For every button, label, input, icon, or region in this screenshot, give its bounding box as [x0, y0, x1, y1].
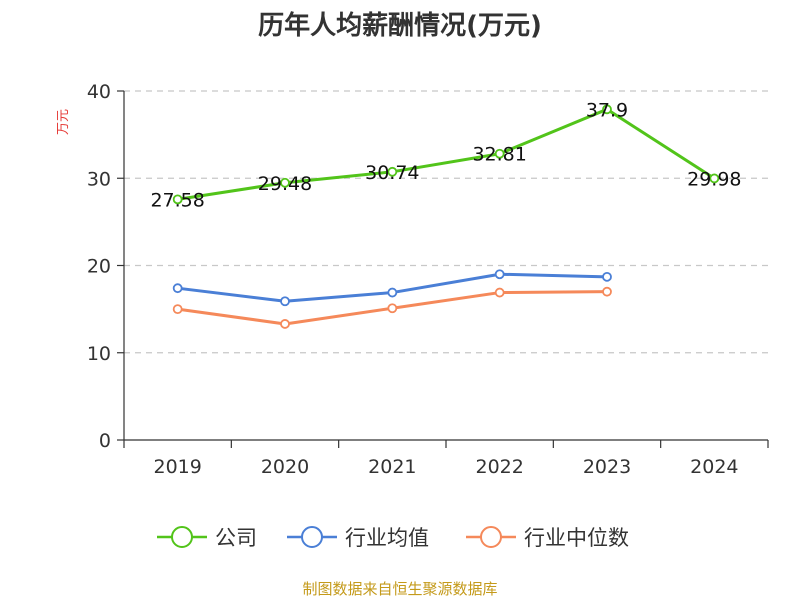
x-tick-label: 2020 [261, 456, 309, 478]
legend-item[interactable]: 公司 [157, 526, 257, 550]
data-point[interactable] [494, 269, 505, 280]
series-group [172, 104, 720, 329]
data-label: 27.58 [150, 189, 204, 211]
series-line [177, 107, 716, 201]
y-tick-label: 20 [87, 256, 111, 278]
data-point[interactable] [387, 166, 398, 177]
data-point[interactable] [280, 177, 290, 188]
data-point[interactable] [494, 148, 505, 159]
data-point[interactable] [387, 287, 398, 298]
legend-item[interactable]: 行业中位数 [466, 526, 629, 550]
x-tick-label: 2023 [583, 456, 631, 478]
data-labels: 27.58 29.48 30.74 32.81 37.9 29.98 [150, 99, 741, 211]
data-point[interactable] [494, 287, 505, 298]
legend-item[interactable]: 行业均值 [287, 526, 429, 550]
legend-marker [480, 526, 502, 548]
x-tick-label: 2022 [475, 456, 523, 478]
data-point[interactable] [172, 283, 183, 294]
data-label: 30.74 [365, 162, 419, 184]
x-tick-label: 2024 [690, 456, 738, 478]
legend-marker [301, 526, 323, 548]
y-tick-label: 10 [87, 343, 111, 365]
grid-lines [124, 90, 768, 354]
source-note: 制图数据来自恒生聚源数据库 [302, 580, 497, 598]
data-point[interactable] [172, 304, 183, 315]
data-label: 29.98 [687, 168, 741, 190]
data-point[interactable] [280, 319, 290, 329]
data-label: 37.9 [586, 99, 628, 121]
legend-label: 公司 [215, 526, 257, 550]
data-label: 32.81 [472, 144, 526, 166]
y-axis-unit-label: 万元 [56, 109, 71, 135]
data-point[interactable] [602, 104, 612, 115]
x-tick-label: 2021 [368, 456, 416, 478]
legend-label: 行业均值 [345, 526, 429, 550]
y-tick-label: 30 [87, 168, 111, 190]
axes: 0 10 20 30 40 2019 2020 2021 2022 2023 2024 [87, 81, 769, 478]
legend-label: 行业中位数 [524, 526, 629, 550]
data-point[interactable] [602, 286, 612, 297]
data-point[interactable] [387, 303, 398, 314]
y-tick-label: 0 [99, 430, 111, 452]
data-point[interactable] [709, 173, 720, 184]
data-point[interactable] [280, 296, 290, 307]
data-label: 29.48 [258, 173, 312, 195]
y-tick-label: 40 [87, 81, 111, 103]
legend: 公司 行业均值 行业中位数 [157, 526, 629, 550]
data-point[interactable] [602, 271, 612, 282]
x-tick-label: 2019 [153, 456, 201, 478]
legend-marker [171, 526, 193, 548]
chart-title: 历年人均薪酬情况(万元) [258, 10, 542, 41]
data-point[interactable] [172, 194, 183, 205]
